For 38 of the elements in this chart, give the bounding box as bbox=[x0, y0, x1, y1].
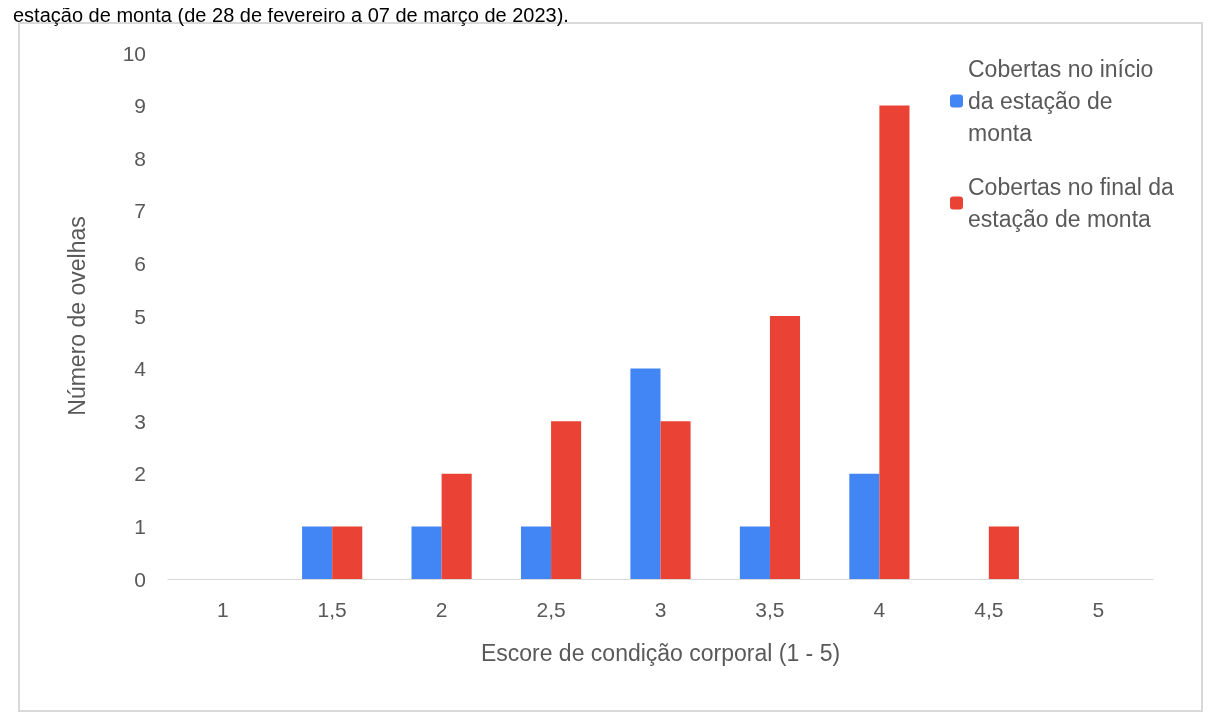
bar bbox=[769, 316, 801, 579]
x-tick-label: 1,5 bbox=[317, 598, 347, 621]
y-tick-label: 6 bbox=[134, 251, 146, 275]
bar bbox=[411, 526, 442, 579]
bar bbox=[739, 526, 770, 579]
legend-label: Cobertas no início da estação de monta bbox=[968, 56, 1160, 146]
text: estação de monta (de 28 de fevereiro a 07 de março de 2023). bbox=[13, 4, 569, 26]
bar bbox=[441, 473, 472, 579]
x-tick-label: 1 bbox=[216, 598, 229, 621]
x-tick-label: 5 bbox=[1092, 598, 1105, 621]
y-tick-label: 2 bbox=[134, 462, 146, 486]
bar bbox=[520, 526, 552, 579]
bar bbox=[551, 421, 582, 579]
bar bbox=[302, 526, 333, 579]
bar bbox=[630, 368, 661, 579]
x-tick-label: 2,5 bbox=[536, 598, 566, 621]
legend-label: Cobertas no final da estação de monta bbox=[968, 174, 1181, 232]
y-tick-label: 7 bbox=[134, 199, 146, 223]
x-tick-label: 4 bbox=[873, 598, 886, 621]
x-tick-label: 3 bbox=[654, 598, 667, 621]
bar bbox=[988, 526, 1019, 579]
y-tick-label: 8 bbox=[134, 146, 146, 170]
y-tick-label: 0 bbox=[134, 567, 146, 591]
x-tick-label: 4,5 bbox=[974, 598, 1004, 621]
y-tick-label: 4 bbox=[134, 357, 147, 381]
x-axis-title: Escore de condição corporal (1 - 5) bbox=[480, 639, 841, 666]
x-tick-label: 3,5 bbox=[755, 598, 785, 621]
x-tick-label: 2 bbox=[435, 598, 448, 621]
y-tick-label: 9 bbox=[134, 94, 146, 118]
bar bbox=[879, 105, 910, 579]
y-tick-label: 10 bbox=[122, 41, 146, 65]
y-axis-title: Número de ovelhas bbox=[63, 216, 90, 416]
y-tick-label: 3 bbox=[134, 409, 146, 433]
bar bbox=[332, 526, 363, 579]
y-tick-label: 5 bbox=[134, 304, 146, 328]
bar bbox=[849, 473, 880, 579]
y-tick-label: 1 bbox=[134, 514, 146, 538]
bar bbox=[660, 421, 691, 579]
